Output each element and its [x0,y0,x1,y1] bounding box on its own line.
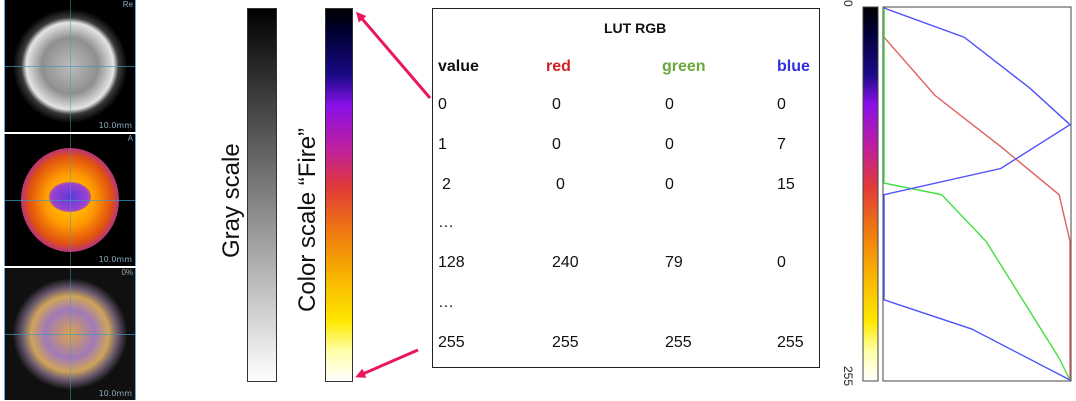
lut-title: LUT RGB [604,20,667,36]
mri-corner-text: Re [122,0,133,9]
color-scale-label: Color scale “Fire” [294,127,321,312]
pet-corner-text: A [127,134,133,143]
cell-r1-value: 1 [438,136,447,153]
fused-scale-text: 10.0mm [98,389,132,398]
cell-r1-blue: 7 [777,136,786,153]
cell-ellipsis-2: … [438,294,454,311]
cell-r4-blue: 0 [777,254,786,271]
header-red: red [546,58,571,75]
cell-r0-green: 0 [665,96,674,113]
plot-frame [882,6,1072,382]
header-blue: blue [777,58,810,75]
arrow-to-top [356,11,432,99]
cell-ellipsis-1: … [438,214,454,231]
cell-r0-blue: 0 [777,96,786,113]
cell-r0-value: 0 [438,96,447,113]
cell-r2-value: 2 [442,176,451,193]
cell-r2-green: 0 [665,176,674,193]
header-value: value [438,58,479,75]
cell-r1-red: 0 [552,136,561,153]
header-green: green [662,58,706,75]
plot-tick-bottom: 255 [841,366,855,387]
mri-scale-text: 10.0mm [98,121,132,130]
arrow-to-bottom [355,348,419,378]
plot-tick-top: 0 [841,0,855,7]
cell-r2-blue: 15 [777,176,795,193]
plot-colorbar [862,6,879,382]
pet-brain-image: 10.0mm A [4,134,136,266]
fire-color-bar [325,8,353,382]
cell-r4-green: 79 [665,254,683,271]
gray-scale-label: Gray scale [218,143,245,258]
fused-corner-text: 0% [121,268,133,277]
cell-r6-value: 255 [438,334,465,351]
cell-r2-red: 0 [556,176,565,193]
fused-brain-image: 10.0mm 0% [4,268,136,400]
lut-table-box [432,8,820,368]
cell-r6-red: 255 [552,334,579,351]
cell-r6-blue: 255 [777,334,804,351]
lut-curve-plot [862,6,1072,382]
cell-r4-red: 240 [552,254,579,271]
red-channel-curve [883,8,1071,380]
blue-channel-curve [883,7,1072,381]
cell-r0-red: 0 [552,96,561,113]
mri-brain-image: 10.0mm Re [4,0,136,132]
pet-scale-text: 10.0mm [98,255,132,264]
cell-r6-green: 255 [665,334,692,351]
arrows [355,11,432,378]
cell-r4-value: 128 [438,254,465,271]
cell-r1-green: 0 [665,136,674,153]
green-channel-curve [883,8,1071,381]
gray-scale-bar [247,8,277,382]
